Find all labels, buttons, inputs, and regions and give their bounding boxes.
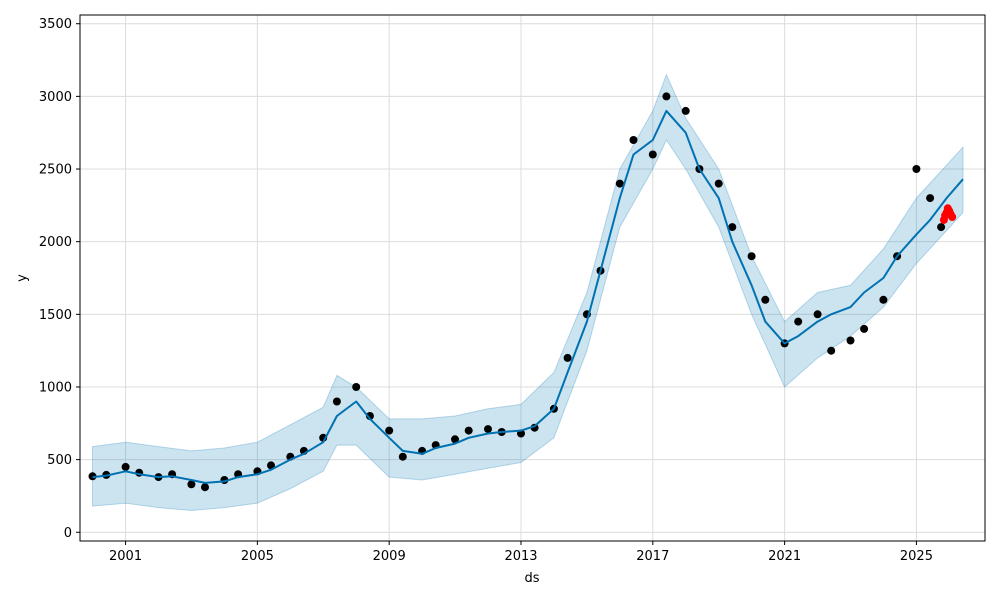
observed-point [846, 336, 855, 345]
x-tick-label: 2025 [900, 549, 933, 564]
y-tick-label: 1500 [39, 308, 72, 323]
observed-point [267, 461, 275, 470]
observed-point [794, 317, 803, 326]
y-axis-label: y [15, 274, 30, 282]
holdout-points [939, 204, 957, 224]
y-tick-label: 2500 [39, 163, 72, 178]
observed-point [761, 295, 770, 304]
observed-points [88, 92, 946, 492]
y-tick-label: 0 [64, 526, 72, 541]
holdout-point [948, 213, 957, 221]
observed-point [385, 426, 394, 435]
y-tick-label: 2000 [39, 235, 72, 250]
observed-point [912, 165, 921, 173]
x-tick-label: 2013 [504, 549, 537, 564]
observed-point [813, 310, 822, 319]
grid [80, 15, 985, 541]
observed-point [827, 346, 836, 355]
uncertainty-interval [92, 73, 964, 512]
observed-point [629, 136, 638, 144]
observed-point [747, 252, 756, 261]
observed-point [187, 480, 196, 489]
axes-ticks: 0 500 1000 1500 2000 2500 3000 3500 2001 2005 2009… [39, 17, 933, 564]
y-tick-label: 3500 [39, 17, 72, 32]
uncertainty-band [92, 73, 964, 512]
y-tick-label: 500 [47, 453, 72, 468]
y-tick-label: 3000 [39, 90, 72, 105]
observed-point [332, 397, 341, 406]
observed-point [937, 223, 946, 232]
observed-point [464, 426, 473, 435]
forecast-line-path [92, 109, 964, 484]
observed-point [615, 179, 624, 188]
observed-point [662, 92, 671, 101]
observed-point [484, 425, 492, 434]
observed-point [714, 179, 723, 188]
observed-point [352, 383, 361, 391]
observed-point [728, 223, 737, 232]
plot-frame [79, 14, 986, 542]
x-tick-label: 2001 [109, 549, 142, 564]
x-tick-label: 2005 [241, 549, 274, 564]
y-tick-label: 1000 [39, 380, 72, 395]
x-tick-label: 2009 [373, 549, 406, 564]
x-axis-label: ds [524, 571, 539, 586]
observed-point [451, 435, 459, 444]
observed-point [681, 106, 690, 115]
observed-point [879, 295, 888, 304]
observed-point [648, 150, 657, 159]
observed-point [398, 452, 407, 461]
forecast-line [92, 109, 964, 484]
observed-point [926, 194, 935, 203]
observed-point [201, 483, 209, 492]
x-tick-label: 2021 [768, 549, 801, 564]
x-tick-label: 2017 [636, 549, 669, 564]
observed-point [365, 412, 374, 420]
observed-point [860, 324, 869, 333]
observed-point [121, 462, 130, 471]
observed-point [563, 353, 572, 362]
